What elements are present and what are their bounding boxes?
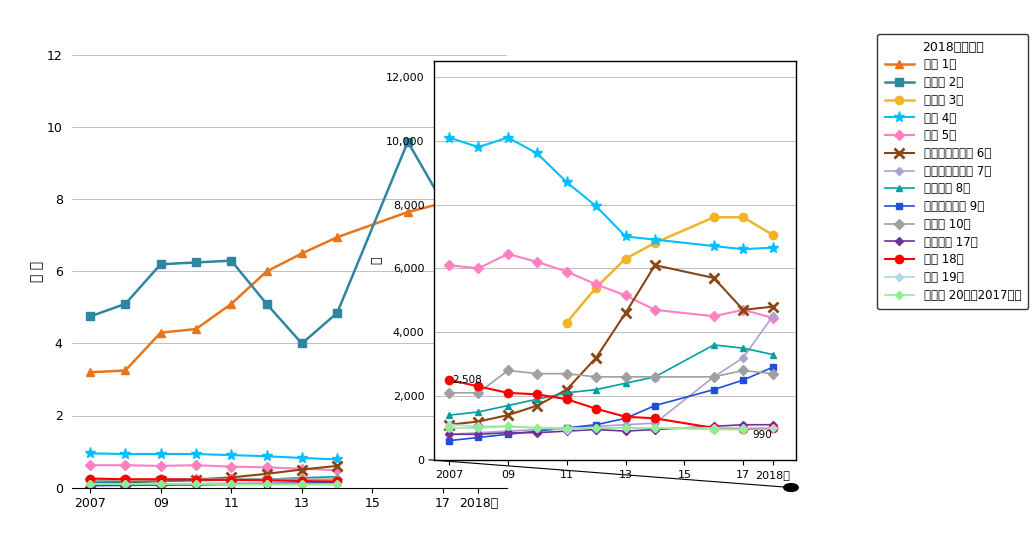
Y-axis label: 万 人: 万 人 [30, 261, 44, 282]
Text: 990: 990 [752, 430, 771, 440]
Legend: 中国 1位, インド 2位, イラン 3位, 韓国 4位, 台湾 5位, サウジアラビア 6位, バングラデシュ 7位, ネパール 8位, ナイジェリア 9位,: 中国 1位, インド 2位, イラン 3位, 韓国 4位, 台湾 5位, サウジ… [878, 34, 1028, 309]
Text: 2,508: 2,508 [452, 375, 482, 385]
Y-axis label: 人: 人 [370, 257, 384, 264]
